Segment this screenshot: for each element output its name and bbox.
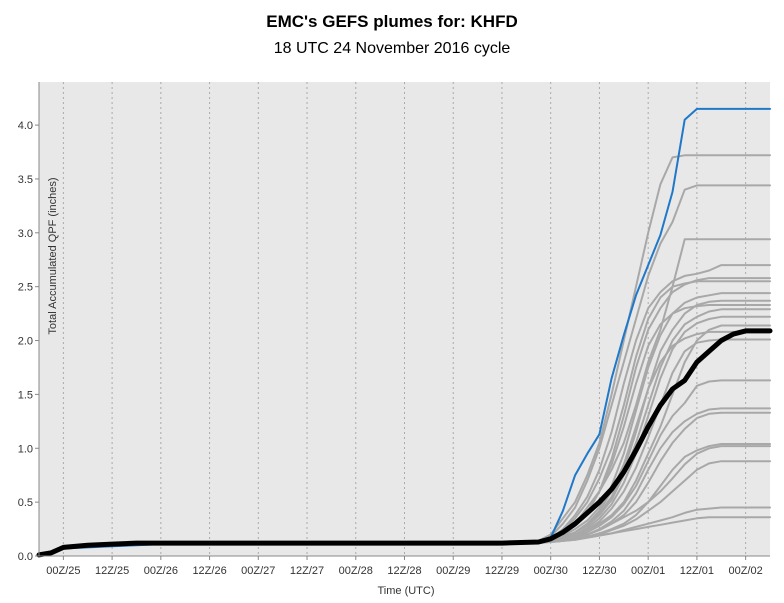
- chart-subtitle: 18 UTC 24 November 2016 cycle: [273, 40, 511, 57]
- x-tick-label: 12Z/25: [95, 565, 129, 577]
- x-tick-label: 00Z/27: [241, 565, 275, 577]
- x-tick-label: 12Z/30: [582, 565, 616, 577]
- x-tick-label: 12Z/26: [192, 565, 226, 577]
- y-tick-label: 0.0: [18, 551, 33, 563]
- x-ticks: 00Z/25 12Z/25 00Z/26 12Z/26 00Z/27 12Z/27 00Z/…: [46, 556, 763, 577]
- y-ticks: 0.0 0.5 1.0 1.5 2.0 2.5 3.0 3.5 4.0: [18, 120, 39, 563]
- y-tick-label: 1.5: [18, 389, 33, 401]
- chart-title: EMC's GEFS plumes for: KHFD: [266, 12, 518, 31]
- y-tick-label: 0.5: [18, 497, 33, 509]
- x-tick-label: 00Z/25: [46, 565, 80, 577]
- x-tick-label: 00Z/02: [729, 565, 763, 577]
- x-tick-label: 00Z/29: [436, 565, 470, 577]
- grid-lines: [62, 82, 747, 556]
- series-lines: [36, 107, 773, 558]
- x-tick-label: 00Z/30: [534, 565, 568, 577]
- x-tick-label: 12Z/01: [680, 565, 714, 577]
- x-tick-label: 12Z/28: [387, 565, 421, 577]
- y-tick-label: 2.5: [18, 282, 33, 294]
- x-tick-label: 12Z/27: [290, 565, 324, 577]
- x-tick-label: 00Z/28: [339, 565, 373, 577]
- x-tick-label: 00Z/26: [144, 565, 178, 577]
- y-axis-label: Total Accumulated QPF (inches): [47, 177, 59, 334]
- x-tick-label: 12Z/29: [485, 565, 519, 577]
- y-tick-label: 3.0: [18, 228, 33, 240]
- y-tick-label: 3.5: [18, 174, 33, 186]
- y-tick-label: 1.0: [18, 443, 33, 455]
- ensemble-mean-line: [36, 328, 773, 558]
- y-tick-label: 2.0: [18, 336, 33, 348]
- x-axis-label: Time (UTC): [377, 585, 434, 597]
- y-tick-label: 4.0: [18, 120, 33, 132]
- x-tick-label: 00Z/01: [631, 565, 665, 577]
